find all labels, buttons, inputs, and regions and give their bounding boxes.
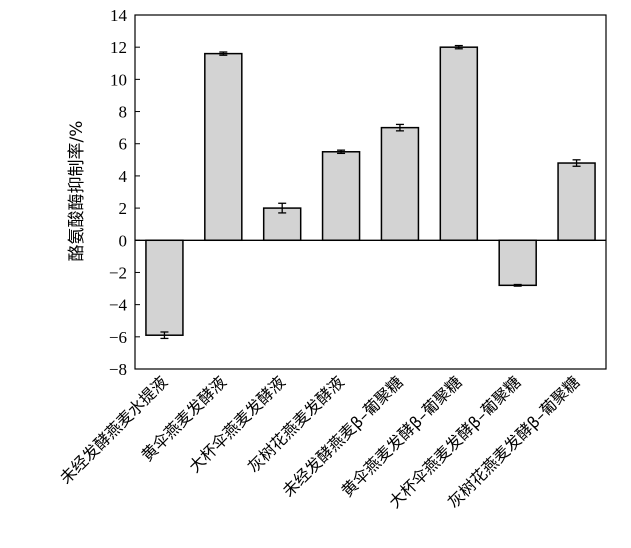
bar: [557, 162, 596, 242]
y-tick-label: 10: [110, 70, 127, 89]
error-bar: [395, 123, 404, 132]
error-bar: [337, 149, 346, 155]
error-bar: [160, 331, 169, 340]
bars-group: [135, 46, 606, 336]
y-tick-label: −4: [109, 296, 128, 315]
y-tick-label: −8: [109, 360, 127, 379]
y-tick-label: 0: [119, 231, 128, 250]
y-axis-title: 酪氨酸酶抑制率/%: [67, 121, 87, 262]
bar: [204, 52, 243, 242]
error-bar: [513, 283, 522, 287]
y-tick-label: 2: [119, 199, 128, 218]
bar: [380, 126, 420, 242]
plot-area: [134, 14, 607, 370]
error-bar: [278, 202, 287, 214]
bar: [439, 46, 479, 242]
error-bar: [572, 159, 581, 167]
x-axis-labels: 未经发酵燕麦水提液黄伞燕麦发酵液大杯伞燕麦发酵液灰树花燕麦发酵液未经发酵燕麦β–…: [56, 372, 583, 511]
y-tick-label: 12: [110, 38, 127, 57]
y-tick-label: 14: [110, 6, 128, 25]
x-category-label: 未经发酵燕麦水提液: [56, 372, 171, 487]
error-bar: [219, 51, 228, 56]
plot-frame: [134, 14, 607, 370]
y-tick-label: 4: [119, 167, 128, 186]
bar: [145, 239, 184, 336]
y-tick-label: 8: [119, 103, 128, 122]
y-tick-label: 6: [119, 135, 128, 154]
error-bars-group: [160, 44, 581, 340]
y-axis: −8 −6 −4 −2 0 2 4 6 8 10 12 14: [109, 6, 140, 379]
y-tick-label: −2: [109, 263, 127, 282]
bar: [321, 151, 361, 242]
bar: [498, 239, 537, 287]
y-tick-label: −6: [109, 328, 127, 347]
error-bar: [454, 44, 463, 50]
